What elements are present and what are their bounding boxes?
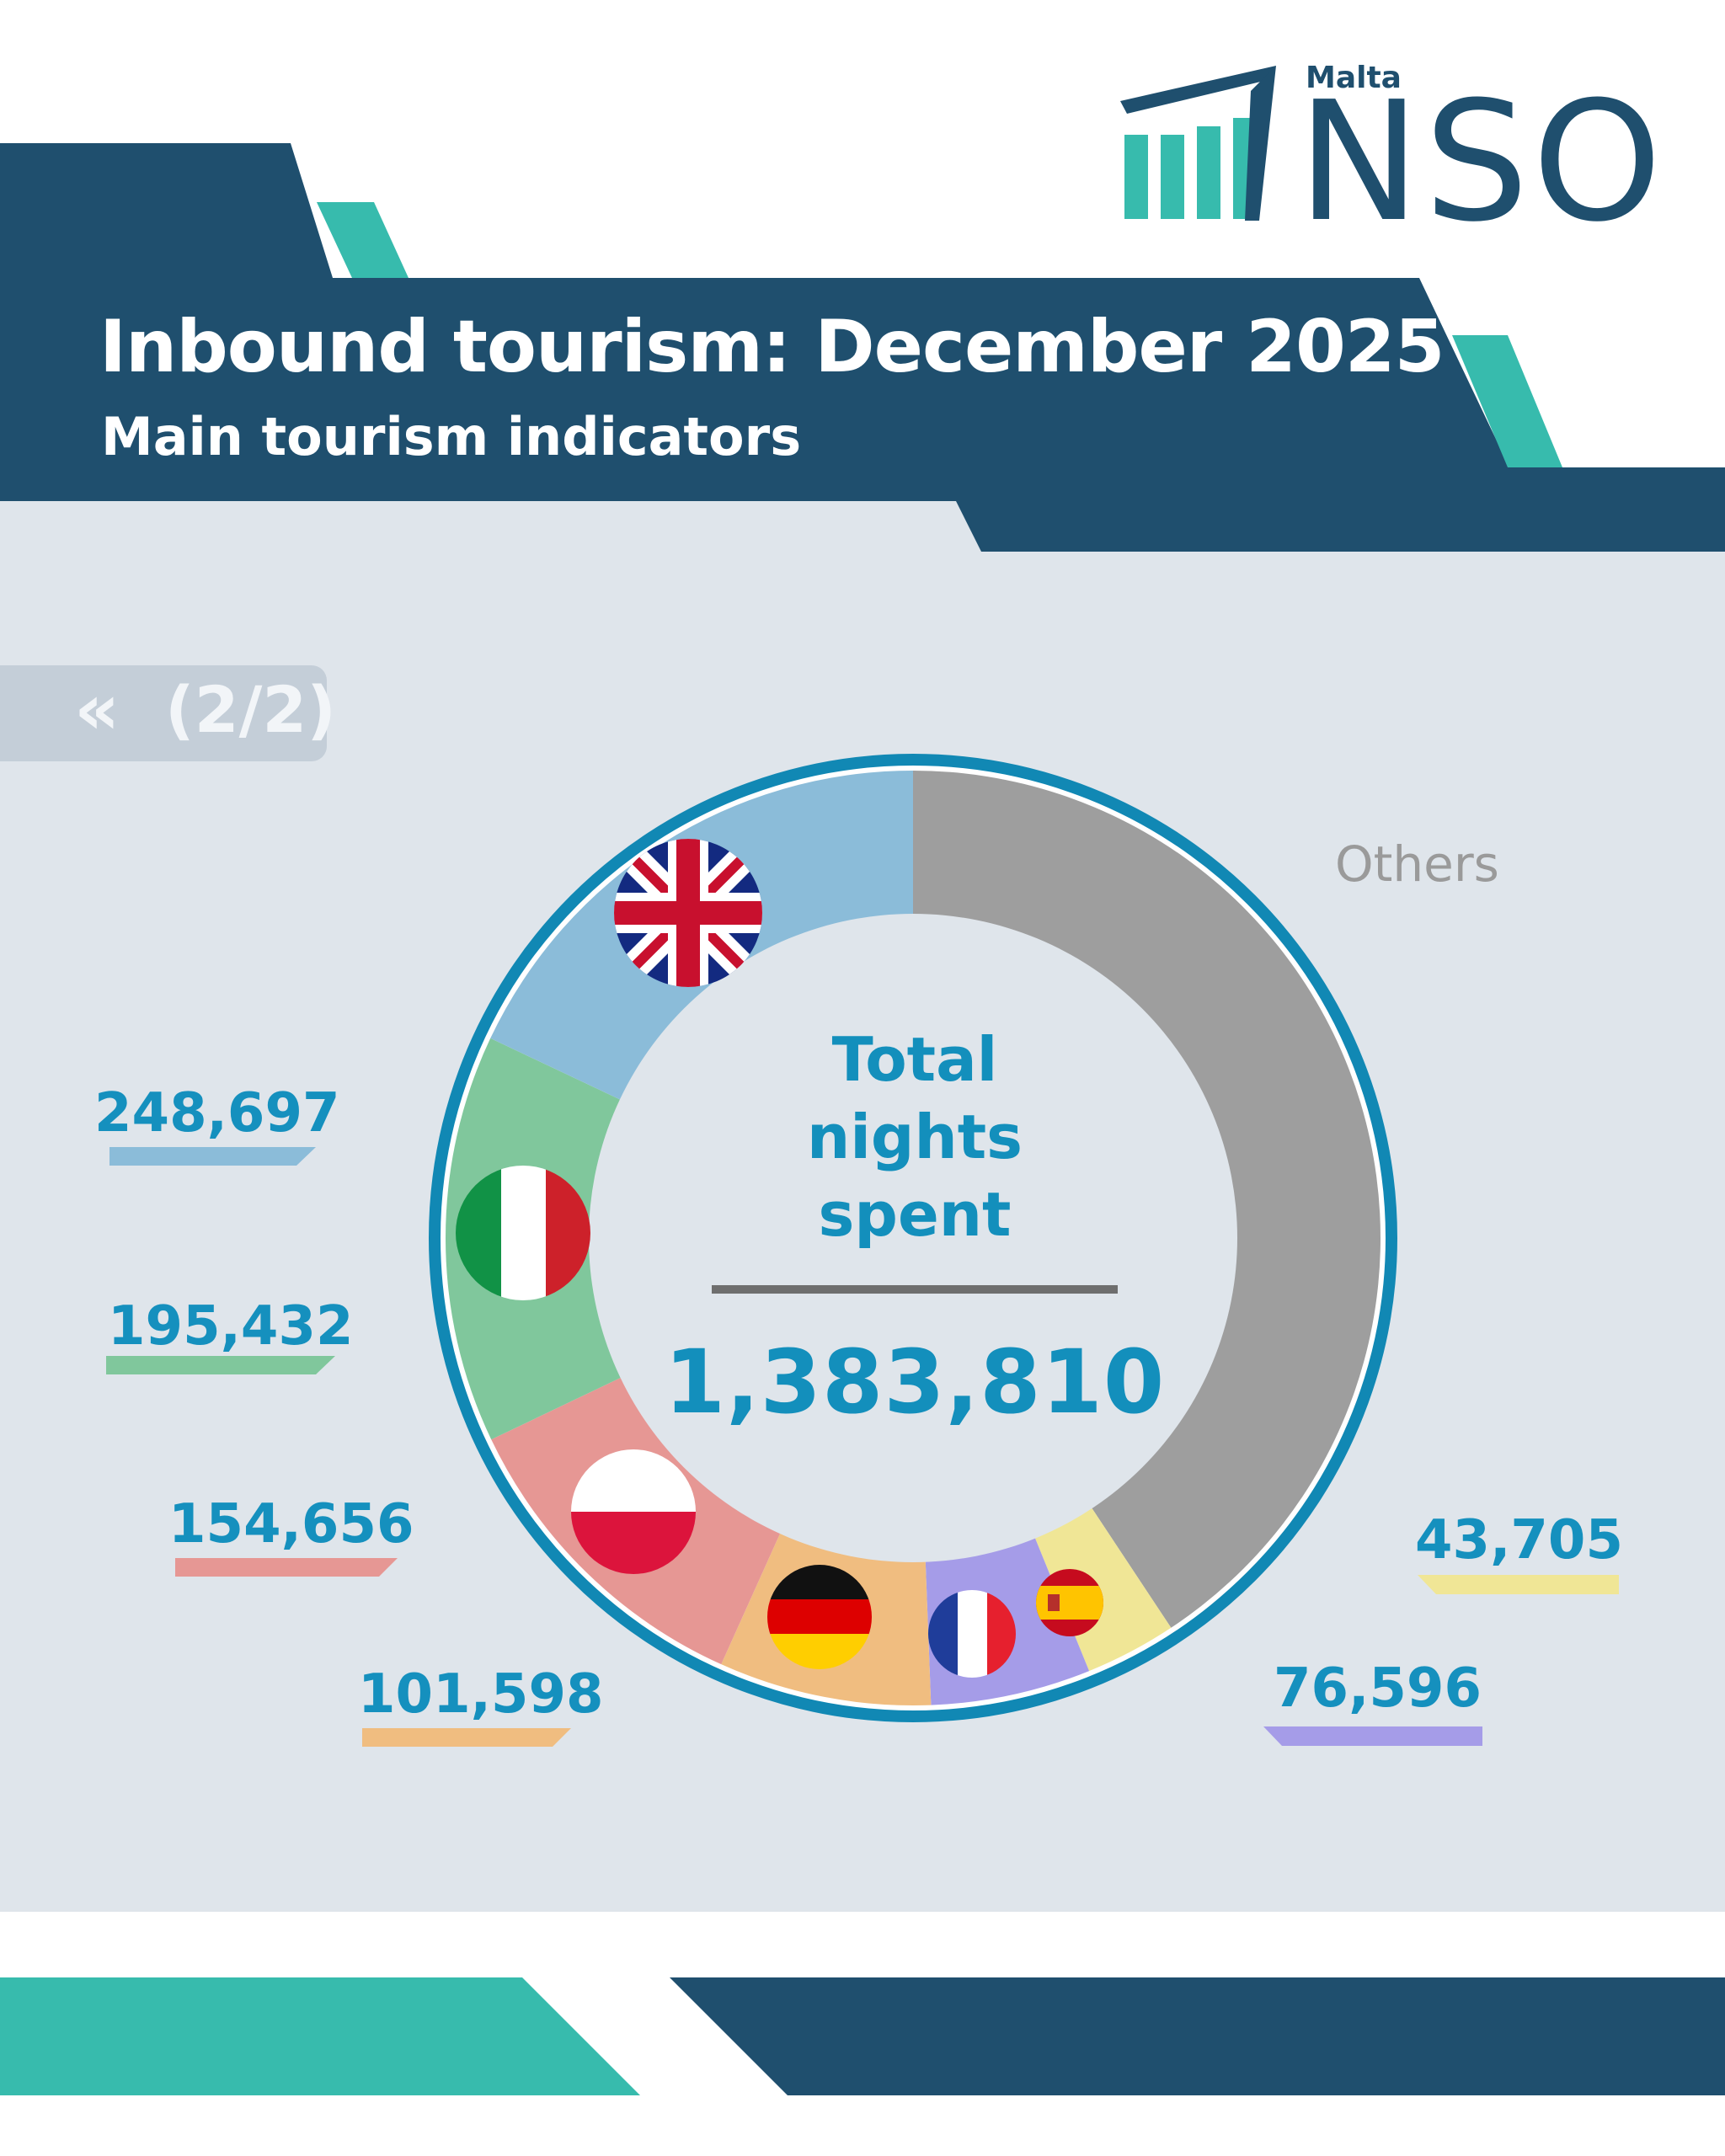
underline-spain [1418, 1575, 1619, 1594]
value-label-uk: 248,697 [94, 1082, 340, 1145]
value-label-france: 76,596 [1274, 1657, 1482, 1720]
header-accent-right [1452, 335, 1562, 467]
italy-flag-icon [456, 1166, 590, 1300]
center-label-line1: Total [831, 1024, 998, 1095]
footer-band-teal [0, 1977, 640, 2095]
uk-flag-icon [614, 839, 762, 987]
center-label: Total nights spent [704, 1021, 1125, 1253]
value-label-poland: 154,656 [168, 1493, 414, 1556]
pagination-badge[interactable] [0, 665, 327, 761]
previous-page-icon[interactable]: « [74, 668, 120, 750]
spain-flag-icon [1036, 1569, 1103, 1636]
underline-germany [362, 1728, 571, 1747]
value-label-germany: 101,598 [358, 1663, 604, 1726]
page-title: Inbound tourism: December 2025 [99, 305, 1445, 389]
poland-flag-icon [571, 1449, 696, 1574]
germany-flag-icon [767, 1565, 872, 1669]
underline-poland [175, 1558, 398, 1577]
center-label-line3: spent [818, 1179, 1012, 1251]
center-total: 1,383,810 [664, 1331, 1166, 1433]
nso-logo-mark [1120, 66, 1276, 221]
pagination-label: (2/2) [165, 672, 336, 747]
value-label-italy: 195,432 [108, 1295, 354, 1358]
donut-hole [589, 914, 1237, 1562]
value-label-others: Others [1335, 835, 1499, 893]
value-label-spain: 43,705 [1415, 1509, 1623, 1572]
logo-country: Malta [1306, 61, 1402, 95]
header-band-upper [0, 143, 1725, 552]
underline-italy [106, 1356, 335, 1374]
underline-uk [109, 1147, 316, 1166]
center-divider [712, 1285, 1118, 1294]
footer-band-navy [670, 1977, 1725, 2095]
header-accent-left [317, 202, 409, 278]
logo-name: NSO [1297, 67, 1666, 259]
center-label-line2: nights [806, 1102, 1023, 1173]
page-subtitle: Main tourism indicators [101, 406, 802, 467]
underline-france [1263, 1726, 1482, 1746]
